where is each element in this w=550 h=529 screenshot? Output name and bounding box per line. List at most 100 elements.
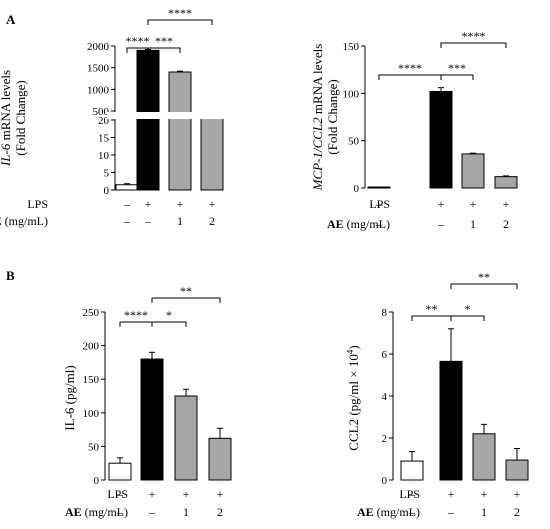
mcp1_mrna-ae-row-label: AE (mg/mL) <box>327 217 390 231</box>
il6_protein-significance-bracket <box>119 321 153 327</box>
ccl2_protein-ae-value: 1 <box>481 505 487 519</box>
ccl2_protein-y-tick-label: 4 <box>382 391 388 403</box>
mcp1_mrna-significance-bracket <box>440 42 507 48</box>
il6_mrna-lps-value: – <box>123 197 131 211</box>
il6_protein-lps-value: + <box>217 487 224 501</box>
ccl2_protein-significance-label: * <box>465 302 471 316</box>
mcp1_mrna-lps-value: + <box>503 197 510 211</box>
il6_protein-y-tick-label: 0 <box>94 475 100 487</box>
ccl2_protein-lps-value: – <box>408 487 416 501</box>
il6_protein-significance-label: * <box>166 308 172 322</box>
il6_mrna-lps-row-label: LPS <box>27 197 48 211</box>
mcp1_mrna-significance-bracket <box>440 74 474 80</box>
mcp1_mrna-lps-value: + <box>470 197 477 211</box>
il6_protein-lps-row-label: LPS <box>107 487 128 501</box>
mcp1_mrna-lps-value: + <box>438 197 445 211</box>
ccl2_protein-lps-row-label: LPS <box>399 487 420 501</box>
mcp1_mrna-significance-label: **** <box>398 61 422 75</box>
ccl2_protein-lps-value: + <box>448 487 455 501</box>
il6_mrna-y-tick-label: 10 <box>98 150 110 162</box>
il6_protein-lps-value: – <box>116 487 124 501</box>
il6_mrna-significance-bracket <box>147 19 213 25</box>
il6_protein-bar <box>208 437 232 481</box>
il6_mrna-y-axis-label: IL-6 mRNA levels <box>0 70 13 167</box>
il6_protein-ae-value: – <box>116 505 124 519</box>
il6_mrna-bar <box>168 71 192 191</box>
il6_protein-significance-bracket <box>151 321 187 327</box>
ccl2_protein-y-tick-label: 6 <box>382 349 388 361</box>
il6_protein-ae-value: – <box>148 505 156 519</box>
il6_protein-ae-row-label: AE (mg/mL) <box>65 505 128 519</box>
ccl2_protein-significance-bracket <box>450 283 518 289</box>
il6_mrna-y-tick-label: 1500 <box>87 63 110 75</box>
mcp1_mrna-y-tick-label: 150 <box>343 41 360 53</box>
il6_protein-y-tick-label: 250 <box>83 307 100 319</box>
ccl2_protein-ae-value: – <box>447 505 455 519</box>
il6_mrna-significance-label: **** <box>126 34 150 48</box>
il6_mrna-ae-row-label: AE (mg/mL) <box>0 214 48 228</box>
il6_mrna-ae-value: 2 <box>209 214 215 228</box>
il6_protein-bar <box>174 395 198 481</box>
il6_mrna-ae-value: 1 <box>177 214 183 228</box>
mcp1_mrna-bar <box>429 90 453 189</box>
mcp1_mrna-bar <box>461 153 485 189</box>
ccl2_protein-significance-bracket <box>450 315 485 321</box>
ccl2_protein-significance-label: ** <box>478 270 490 284</box>
il6_protein-y-tick-label: 150 <box>83 374 100 386</box>
mcp1_mrna-ae-value: 2 <box>503 217 509 231</box>
il6_mrna-y-tick-label: 2000 <box>87 41 110 53</box>
il6_mrna-bar <box>115 184 139 191</box>
il6_mrna-y-tick-label: 0 <box>104 185 110 197</box>
il6_mrna-bar <box>136 49 160 191</box>
il6_mrna-y-tick-label: 500 <box>93 106 110 118</box>
mcp1_mrna-y-axis-label-group: MCP-1/CCL2 mRNA levels (Fold Change) <box>310 44 340 192</box>
ccl2_protein-ae-row-label: AE (mg/mL) <box>357 505 420 519</box>
il6_protein-y-axis-label-group: IL-6 (pg/ml) <box>62 365 77 430</box>
il6_protein-y-tick-label: 200 <box>83 341 100 353</box>
ccl2_protein-bar <box>439 360 463 481</box>
ccl2_protein-significance-label: ** <box>426 302 438 316</box>
ccl2_protein-ae-value: 2 <box>514 505 520 519</box>
il6_protein-ae-value: 2 <box>217 505 223 519</box>
mcp1_mrna-significance-label: **** <box>462 29 486 43</box>
mcp1_mrna-ae-value: – <box>375 217 383 231</box>
ccl2_protein-ae-value: – <box>408 505 416 519</box>
mcp1_mrna-y-axis-label-line2: (Fold Change) <box>325 79 340 154</box>
mcp1_mrna-y-tick-label: 0 <box>354 183 360 195</box>
il6_mrna-significance-label: *** <box>155 34 173 48</box>
il6_mrna-lps-value: + <box>209 197 216 211</box>
ccl2_protein-bar <box>472 433 496 481</box>
ccl2_protein-y-tick-label: 8 <box>382 307 388 319</box>
il6_mrna-y-axis-label-group: IL-6 mRNA levels (Fold Change) <box>0 70 28 167</box>
ccl2_protein-y-axis-label: CCL2 (pg/ml × 104) <box>345 345 361 450</box>
ccl2_protein-y-tick-label: 2 <box>382 433 388 445</box>
il6_mrna-y-tick-label: 5 <box>104 168 110 180</box>
il6_mrna-y-tick-label: 20 <box>98 115 110 127</box>
il6_protein-lps-value: + <box>183 487 190 501</box>
ccl2_protein-lps-value: + <box>514 487 521 501</box>
mcp1_mrna-ae-value: – <box>437 217 445 231</box>
il6_mrna-lps-value: + <box>145 197 152 211</box>
ccl2_protein-lps-value: + <box>481 487 488 501</box>
il6_protein-y-axis-label: IL-6 (pg/ml) <box>62 365 77 430</box>
panel-label-a: A <box>6 12 16 27</box>
il6_protein-significance-label: ** <box>180 284 192 298</box>
il6_protein-lps-value: + <box>149 487 156 501</box>
il6_mrna-ae-value: – <box>123 214 131 228</box>
mcp1_mrna-significance-label: *** <box>448 61 466 75</box>
ccl2_protein-y-axis-label-group: CCL2 (pg/ml × 104) <box>345 345 361 450</box>
mcp1_mrna-bar <box>494 176 518 189</box>
il6_mrna-lps-value: + <box>177 197 184 211</box>
il6_mrna-y-axis-label-line2: (Fold Change) <box>13 80 28 155</box>
il6_mrna-axis-break <box>107 112 227 119</box>
il6_protein-y-tick-label: 50 <box>88 441 100 453</box>
il6_protein-ae-value: 1 <box>183 505 189 519</box>
mcp1_mrna-lps-row-label: LPS <box>369 197 390 211</box>
il6_mrna-significance-label: **** <box>168 6 192 20</box>
mcp1_mrna-bar <box>367 186 391 189</box>
ccl2_protein-bar <box>400 460 424 481</box>
il6_protein-bar <box>108 462 132 481</box>
mcp1_mrna-y-tick-label: 50 <box>348 136 360 148</box>
